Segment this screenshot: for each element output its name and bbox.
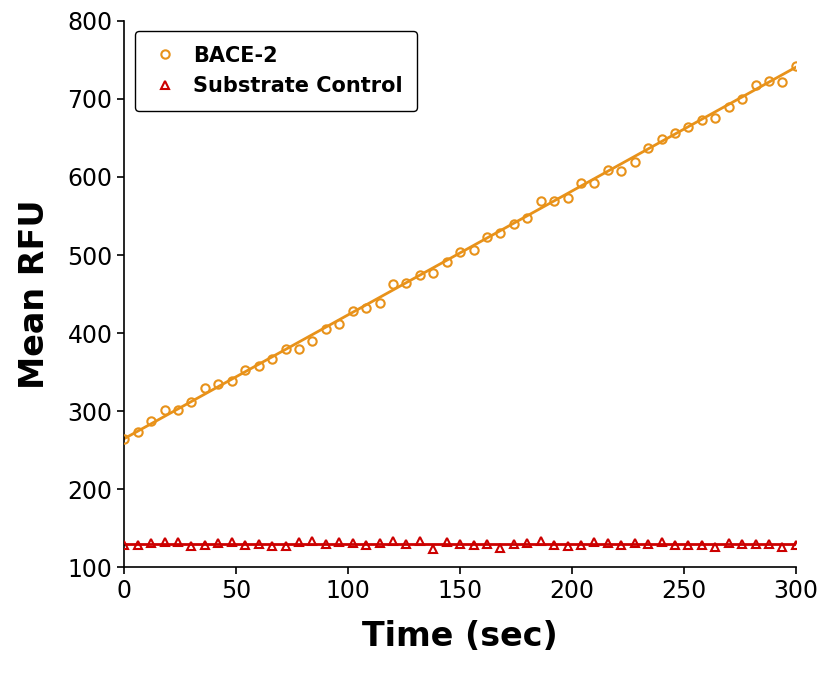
Substrate Control <box>334 538 344 546</box>
BACE-2 <box>119 435 129 443</box>
X-axis label: Time (sec): Time (sec) <box>362 620 557 653</box>
Substrate Control <box>414 537 424 545</box>
Y-axis label: Mean RFU: Mean RFU <box>17 199 51 389</box>
Substrate Control <box>320 540 330 548</box>
Substrate Control <box>629 539 639 547</box>
Substrate Control <box>589 538 599 547</box>
BACE-2 <box>777 78 787 86</box>
BACE-2 <box>334 320 344 328</box>
BACE-2 <box>602 166 612 174</box>
BACE-2 <box>320 325 330 334</box>
BACE-2 <box>790 62 800 70</box>
Legend: BACE-2, Substrate Control: BACE-2, Substrate Control <box>135 31 416 111</box>
Substrate Control <box>777 543 787 551</box>
Line: BACE-2: BACE-2 <box>120 62 799 443</box>
Substrate Control <box>428 545 438 554</box>
BACE-2 <box>267 354 277 363</box>
Substrate Control <box>119 540 129 549</box>
Substrate Control <box>790 540 800 549</box>
Substrate Control <box>267 542 277 550</box>
Line: Substrate Control: Substrate Control <box>120 537 799 554</box>
BACE-2 <box>562 194 572 202</box>
